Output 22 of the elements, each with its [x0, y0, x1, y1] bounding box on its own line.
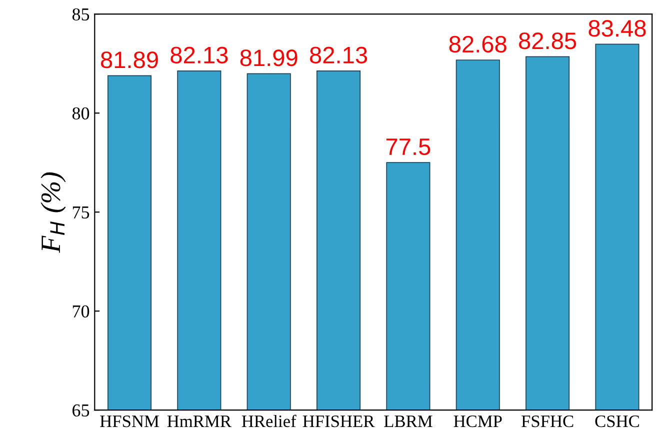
data-label: 77.5	[386, 138, 430, 156]
data-label: 82.68	[449, 36, 506, 53]
x-tick-label: HFSNM	[100, 415, 159, 428]
y-tick-label: 85	[72, 8, 90, 21]
data-label: 81.89	[100, 51, 158, 68]
x-tick-label: HRelief	[242, 414, 296, 428]
x-tick-label: CSHC	[595, 415, 639, 428]
data-label: 82.13	[310, 46, 368, 64]
data-label: 81.99	[240, 50, 298, 66]
y-tick-label: 75	[72, 206, 90, 219]
y-axis-title: F$_{H}$ (%)	[40, 172, 66, 253]
x-tick-label: HmRMR	[167, 416, 232, 427]
x-tick-label: HFISHER	[302, 415, 375, 428]
data-label: 83.48	[588, 20, 646, 37]
x-tick-label: LBRM	[384, 416, 432, 428]
x-tick-label: FSFHC	[522, 415, 574, 428]
y-tick-label: 80	[72, 107, 90, 120]
data-label: 82.85	[519, 32, 576, 50]
y-tick-label: 70	[72, 305, 90, 318]
y-tick-label: 65	[72, 404, 90, 417]
x-tick-label: HCMP	[454, 415, 502, 428]
data-label: 82.13	[170, 46, 228, 64]
